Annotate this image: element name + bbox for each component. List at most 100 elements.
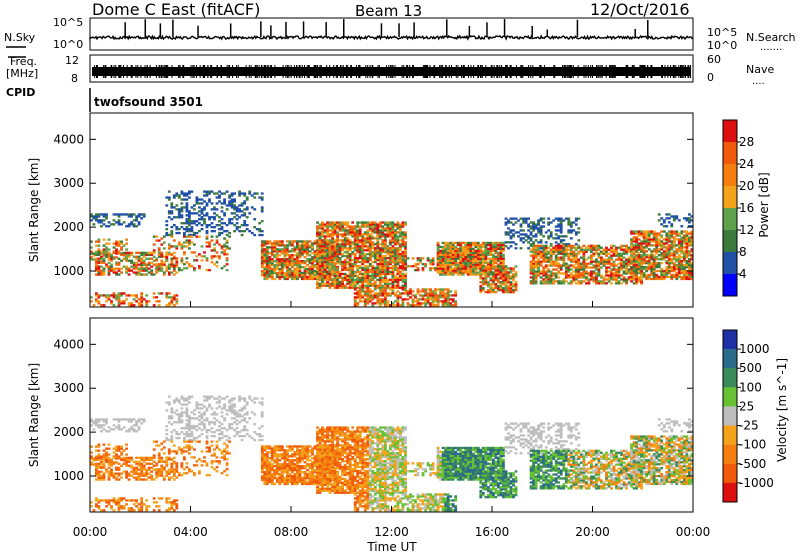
power-cell bbox=[537, 262, 540, 265]
power-cell bbox=[306, 244, 309, 247]
power-cell bbox=[471, 259, 475, 262]
power-cell bbox=[401, 239, 405, 242]
power-cell bbox=[140, 251, 144, 254]
power-cell bbox=[474, 255, 478, 258]
power-cell bbox=[198, 210, 201, 213]
power-cell bbox=[140, 273, 144, 276]
power-cell bbox=[280, 273, 284, 277]
power-cell bbox=[263, 254, 267, 257]
power-cell bbox=[574, 248, 578, 251]
power-cell bbox=[401, 251, 405, 254]
power-cell bbox=[338, 262, 342, 266]
power-cell bbox=[456, 263, 460, 266]
power-cell bbox=[368, 221, 372, 224]
power-cell bbox=[130, 223, 133, 226]
power-cell bbox=[502, 273, 505, 276]
power-cell bbox=[421, 267, 425, 270]
power-cell bbox=[318, 257, 322, 260]
power-cell bbox=[373, 282, 377, 285]
power-cell bbox=[645, 256, 649, 259]
power-cell bbox=[401, 274, 405, 277]
power-cell bbox=[353, 298, 357, 301]
power-cell bbox=[215, 202, 219, 205]
power-cell bbox=[210, 235, 214, 238]
power-cell bbox=[185, 214, 189, 217]
power-cell bbox=[361, 282, 365, 285]
power-cell bbox=[366, 274, 370, 277]
power-cell bbox=[647, 230, 651, 233]
power-cell bbox=[328, 256, 332, 259]
power-cell bbox=[366, 229, 370, 232]
power-cell bbox=[502, 257, 505, 260]
power-cell bbox=[162, 271, 166, 274]
power-cell bbox=[406, 292, 410, 295]
power-cell bbox=[497, 253, 500, 256]
power-cell bbox=[640, 254, 643, 257]
power-cell bbox=[544, 241, 548, 244]
power-cell bbox=[492, 241, 495, 245]
power-cell bbox=[474, 271, 478, 274]
power-cell bbox=[356, 296, 360, 299]
power-cell bbox=[157, 300, 161, 303]
power-cell bbox=[373, 266, 377, 270]
power-cell bbox=[579, 268, 583, 271]
power-cell bbox=[213, 212, 216, 215]
power-cell bbox=[559, 246, 563, 249]
power-cell bbox=[590, 276, 593, 279]
power-cell bbox=[419, 298, 422, 301]
power-cell bbox=[240, 192, 244, 195]
power-cell bbox=[328, 233, 332, 236]
power-cell bbox=[446, 257, 450, 260]
power-cell bbox=[637, 242, 641, 245]
power-cell bbox=[562, 282, 566, 285]
power-cell bbox=[585, 264, 588, 267]
power-cell bbox=[291, 273, 294, 277]
power-cell bbox=[346, 276, 350, 279]
power-cell bbox=[185, 261, 189, 264]
power-cell bbox=[120, 246, 123, 249]
power-cell bbox=[346, 231, 350, 234]
power-cell bbox=[642, 248, 646, 251]
power-cell bbox=[592, 270, 596, 273]
power-cell bbox=[328, 245, 332, 248]
power-cell bbox=[223, 249, 226, 252]
power-cell bbox=[441, 259, 445, 262]
power-cell bbox=[514, 273, 518, 276]
power-cell bbox=[318, 270, 322, 274]
power-cell bbox=[637, 271, 641, 275]
power-cell bbox=[595, 278, 598, 281]
power-cell bbox=[615, 268, 618, 271]
power-cell bbox=[632, 244, 636, 247]
power-cell bbox=[539, 272, 543, 275]
power-cell bbox=[326, 266, 329, 270]
power-cell bbox=[479, 253, 483, 256]
power-cell bbox=[615, 264, 618, 267]
power-cell bbox=[238, 226, 241, 229]
power-cell bbox=[167, 263, 171, 266]
power-cell bbox=[343, 272, 347, 276]
power-cell bbox=[645, 232, 649, 235]
power-cell bbox=[278, 271, 282, 275]
power-cell bbox=[660, 230, 664, 233]
power-cell bbox=[331, 249, 334, 252]
power-cell bbox=[534, 239, 538, 242]
power-cell bbox=[396, 269, 400, 272]
power-cell bbox=[301, 275, 304, 279]
power-cell bbox=[303, 262, 307, 265]
power-cell bbox=[446, 302, 450, 305]
power-cell bbox=[660, 273, 664, 277]
power-cell bbox=[657, 244, 661, 247]
power-cell bbox=[683, 260, 686, 263]
power-cell bbox=[564, 280, 568, 283]
power-cell bbox=[341, 286, 344, 289]
power-cell bbox=[286, 271, 289, 275]
power-cell bbox=[298, 240, 302, 243]
power-cell bbox=[683, 277, 686, 281]
power-cell bbox=[368, 241, 372, 244]
power-cell bbox=[625, 246, 628, 249]
power-cell bbox=[376, 292, 380, 295]
power-cell bbox=[426, 259, 430, 262]
power-cell bbox=[499, 283, 503, 286]
power-cell bbox=[316, 229, 319, 232]
power-cell bbox=[645, 275, 649, 279]
